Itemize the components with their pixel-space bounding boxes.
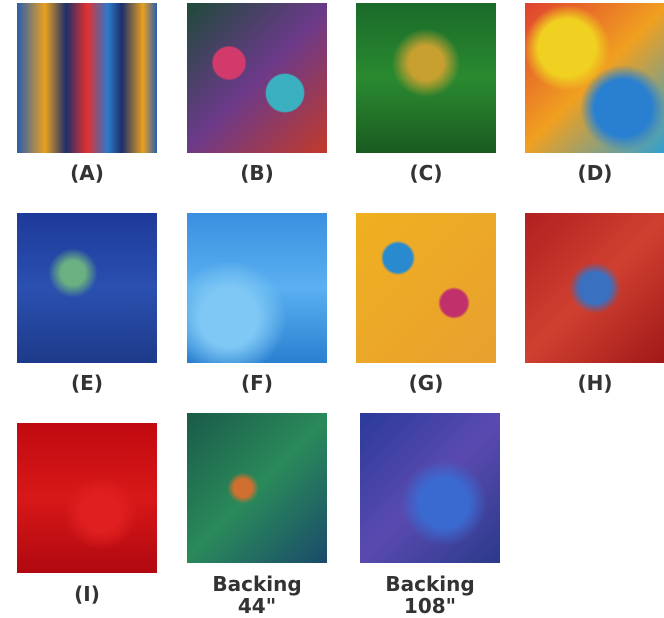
fabric-swatch[interactable]: [356, 213, 496, 363]
fabric-swatch[interactable]: [356, 3, 496, 153]
swatch-label: (D): [577, 161, 613, 185]
swatch-label: (G): [408, 371, 444, 395]
swatch-label: Backing 44": [212, 572, 302, 618]
fabric-swatch[interactable]: [187, 413, 327, 563]
fabric-swatch[interactable]: [17, 213, 157, 363]
fabric-swatch[interactable]: [525, 213, 664, 363]
swatch-label: Backing 108": [385, 572, 475, 618]
swatch-label: (E): [71, 371, 103, 395]
fabric-swatch[interactable]: [187, 213, 327, 363]
swatch-label: (H): [577, 371, 613, 395]
fabric-swatch[interactable]: [17, 3, 157, 153]
fabric-swatch[interactable]: [360, 413, 500, 563]
fabric-swatch[interactable]: [17, 423, 157, 573]
swatch-label: (A): [70, 161, 104, 185]
swatch-label: (B): [240, 161, 274, 185]
fabric-swatch[interactable]: [187, 3, 327, 153]
fabric-swatch[interactable]: [525, 3, 664, 153]
swatch-label: (F): [241, 371, 273, 395]
swatch-label: (I): [74, 582, 100, 606]
swatch-label: (C): [409, 161, 443, 185]
